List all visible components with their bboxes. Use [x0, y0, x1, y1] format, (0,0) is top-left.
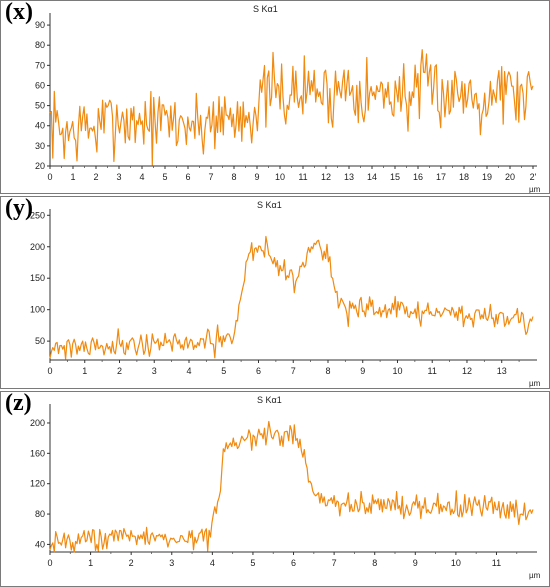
x-unit-label: µm [529, 379, 541, 388]
x-tick-label: 2 [129, 558, 134, 568]
chart-panel-z: 40 80 120 160 200 0 1 2 3 4 5 6 7 8 9 10 11 µm S Kα1 (z) [0, 390, 550, 587]
x-tick-label: 2 [93, 172, 98, 182]
x-tick-label: 13 [497, 366, 507, 376]
x-tick-label: 10 [275, 172, 285, 182]
x-tick-label: 10 [451, 558, 461, 568]
x-tick-label: 0 [47, 172, 52, 182]
y-tick-label: 80 [35, 40, 45, 50]
x-unit-label: µm [529, 185, 541, 193]
x-tick-label: 0 [47, 366, 52, 376]
panel-label-y: (y) [5, 195, 33, 221]
y-tick-label: 50 [35, 336, 45, 346]
y-tick-label: 200 [30, 418, 45, 428]
x-tick-label: 6 [185, 172, 190, 182]
y-tick-label: 40 [35, 539, 45, 549]
x-tick-label: 8 [231, 172, 236, 182]
x-tick-label: 2' [530, 172, 537, 182]
series-line [49, 235, 534, 360]
y-tick-label: 80 [35, 509, 45, 519]
y-tick-label: 30 [35, 141, 45, 151]
x-tick-label: 5 [221, 366, 226, 376]
x-tick-label: 9 [254, 172, 259, 182]
x-tick-label: 11 [492, 558, 501, 568]
x-tick-label: 9 [413, 558, 418, 568]
y-tick-label: 50 [35, 101, 45, 111]
x-tick-label: 1 [70, 172, 75, 182]
series-line [49, 49, 534, 166]
x-tick-label: 6 [291, 558, 296, 568]
panel-label-x: (x) [5, 0, 33, 25]
x-tick-label: 12 [462, 366, 472, 376]
x-tick-label: 18 [459, 172, 469, 182]
x-unit-label: µm [529, 571, 541, 580]
x-tick-label: 9 [360, 366, 365, 376]
y-tick-label: 250 [30, 210, 45, 220]
chart-title-x: S Kα1 [253, 4, 278, 14]
x-tick-label: 0 [47, 558, 52, 568]
x-tick-label: 2 [117, 366, 122, 376]
x-tick-label: 3 [169, 558, 174, 568]
y-tick-label: 60 [35, 80, 45, 90]
x-tick-label: 3 [152, 366, 157, 376]
x-tick-label: 7 [208, 172, 213, 182]
y-tick-label: 70 [35, 60, 45, 70]
y-tick-label: 90 [35, 20, 45, 30]
x-tick-label: 19 [482, 172, 492, 182]
x-tick-label: 13 [344, 172, 354, 182]
x-tick-label: 7 [332, 558, 337, 568]
x-tick-label: 5 [250, 558, 255, 568]
y-tick-label: 20 [35, 161, 45, 171]
x-tick-label: 7 [291, 366, 296, 376]
chart-title-y: S Kα1 [257, 200, 282, 210]
x-tick-label: 8 [372, 558, 377, 568]
x-tick-label: 4 [186, 366, 191, 376]
x-tick-label: 11 [428, 366, 437, 376]
x-tick-label: 1 [88, 558, 93, 568]
y-tick-label: 100 [30, 305, 45, 315]
y-tick-label: 150 [30, 273, 45, 283]
panel-label-z: (z) [5, 390, 32, 416]
x-tick-label: 14 [367, 172, 377, 182]
y-tick-label: 120 [30, 479, 45, 489]
x-tick-label: 5 [162, 172, 167, 182]
chart-panel-x: 20 30 40 50 60 70 80 90 0 1 2 3 4 5 6 7 8 9 10 11 12 13 14 15 16… [0, 0, 550, 194]
chart-svg-z: 40 80 120 160 200 0 1 2 3 4 5 6 7 8 9 10 11 µm [30, 404, 541, 580]
x-tick-label: 12 [321, 172, 331, 182]
x-tick-label: 8 [325, 366, 330, 376]
x-tick-label: 17 [436, 172, 446, 182]
x-tick-label: 11 [298, 172, 307, 182]
chart-panel-y: 50 100 150 200 250 0 1 2 3 4 5 6 7 8 9 10 11 12 13 µm S Kα1… [0, 195, 550, 389]
y-tick-label: 40 [35, 121, 45, 131]
x-tick-label: 16 [413, 172, 423, 182]
series-line [49, 420, 534, 553]
y-tick-label: 200 [30, 242, 45, 252]
x-tick-label: 1 [82, 366, 87, 376]
x-tick-label: 6 [256, 366, 261, 376]
x-tick-label: 15 [390, 172, 400, 182]
x-tick-label: 3 [116, 172, 121, 182]
x-tick-label: 10 [392, 366, 402, 376]
x-tick-label: 4 [210, 558, 215, 568]
x-tick-label: 4 [139, 172, 144, 182]
chart-title-z: S Kα1 [257, 395, 282, 405]
y-tick-label: 160 [30, 448, 45, 458]
x-tick-label: 20 [505, 172, 515, 182]
